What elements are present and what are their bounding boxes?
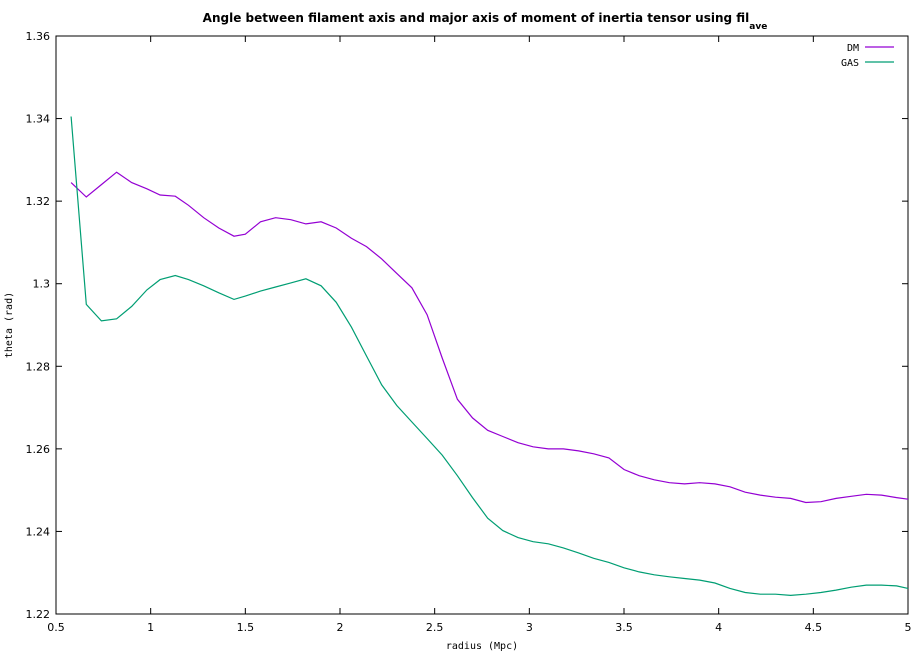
plot-border — [55, 35, 909, 615]
x-tick-label: 2 — [337, 621, 344, 634]
x-tick-label: 4 — [715, 621, 722, 634]
x-tick-label: 1.5 — [237, 621, 255, 634]
series-lines — [70, 116, 909, 597]
x-tick-label: 3.5 — [615, 621, 633, 634]
chart-title-main: Angle between filament axis and major ax… — [203, 11, 750, 25]
chart-title-subscript: ave — [749, 22, 767, 32]
y-tick-label: 1.34 — [26, 113, 51, 126]
x-tick-label: 5 — [905, 621, 912, 634]
plot-frame — [55, 35, 909, 615]
axis-tick-labels: 0.5 1 1.5 2 2.5 3 3.5 4 4.5 5 1.22 1.24 1.26 1.28 1.3 1… — [26, 30, 912, 634]
x-tick-label: 1 — [147, 621, 154, 634]
y-tick-label: 1.36 — [26, 30, 51, 43]
axis-ticks — [55, 35, 909, 615]
y-tick-label: 1.28 — [26, 360, 51, 373]
y-tick-label: 1.26 — [26, 443, 51, 456]
series-line-gas — [70, 116, 909, 597]
x-tick-label: 0.5 — [47, 621, 65, 634]
y-axis-label: theta (rad) — [4, 292, 15, 358]
y-tick-label: 1.3 — [33, 278, 51, 291]
x-axis-label: radius (Mpc) — [446, 641, 518, 651]
legend-label-gas: GAS — [841, 58, 859, 69]
x-tick-label: 4.5 — [805, 621, 823, 634]
x-tick-label: 3 — [526, 621, 533, 634]
x-tick-label: 2.5 — [426, 621, 444, 634]
chart-title: Angle between filament axis and major ax… — [203, 11, 768, 32]
legend-label-dm: DM — [847, 43, 859, 54]
y-tick-label: 1.32 — [26, 195, 51, 208]
y-tick-label: 1.22 — [26, 608, 51, 621]
legend: DM GAS — [841, 43, 894, 69]
series-line-dm — [70, 171, 909, 504]
y-tick-label: 1.24 — [26, 525, 51, 538]
